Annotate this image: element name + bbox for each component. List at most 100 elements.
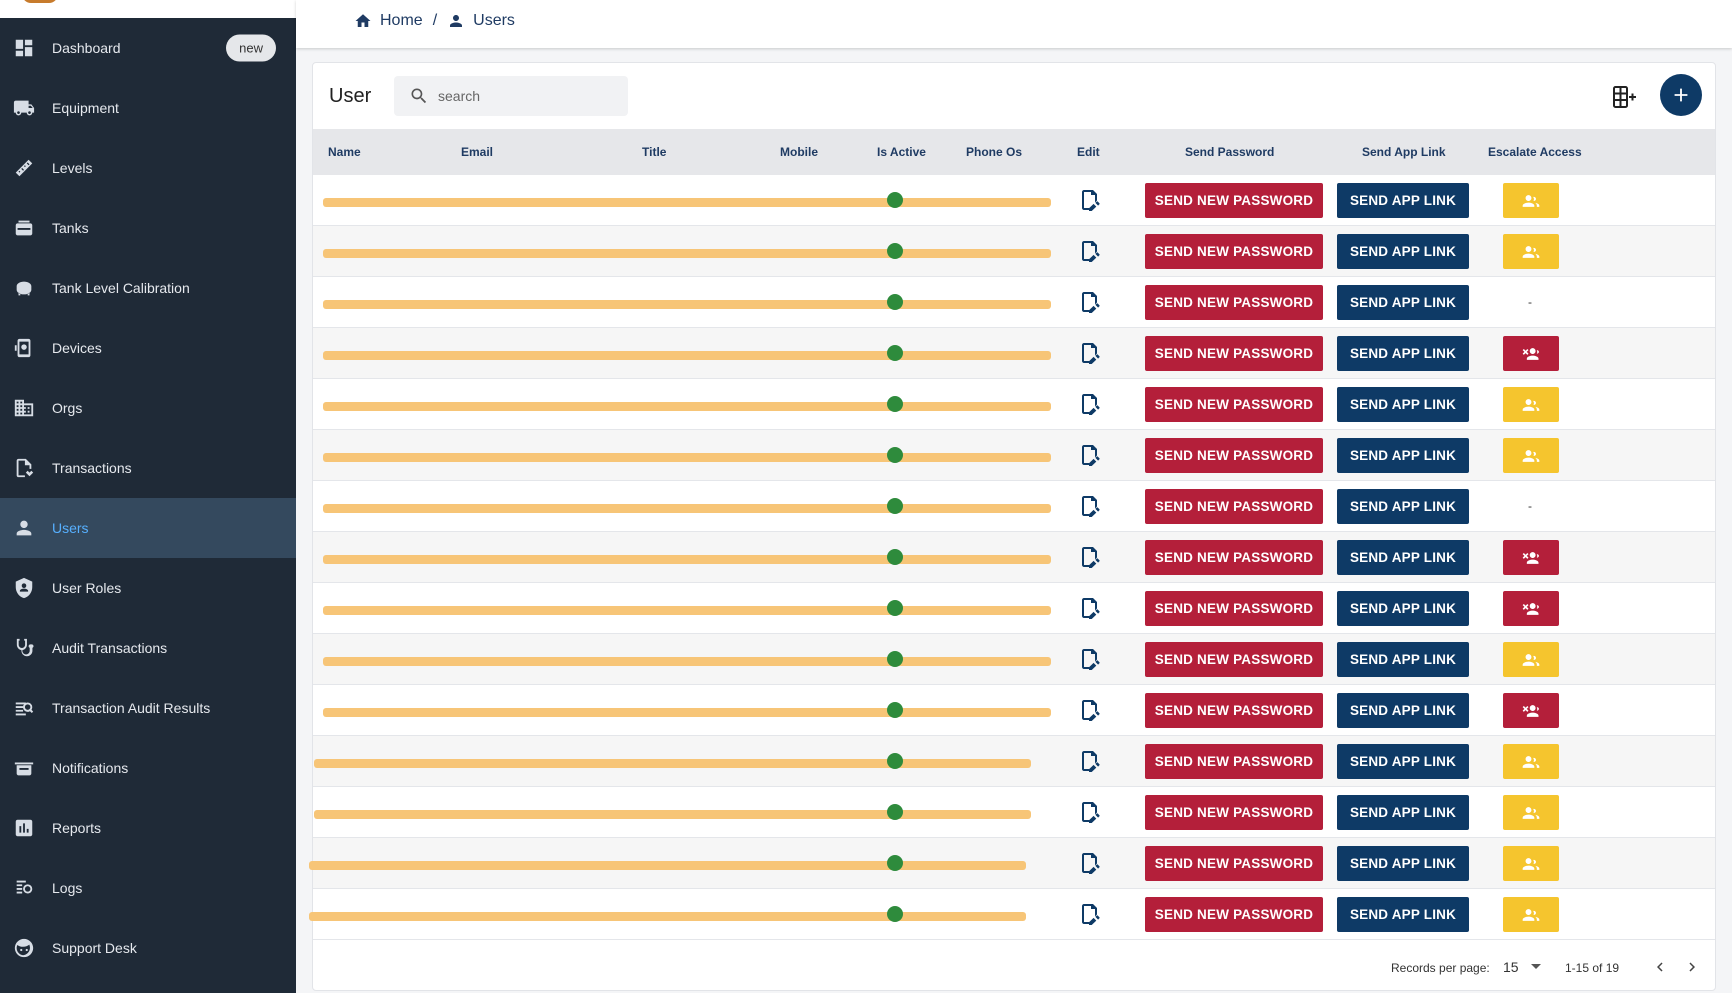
sidebar-item-reports[interactable]: Reports bbox=[0, 798, 296, 858]
sidebar-item-equipment[interactable]: Equipment bbox=[0, 78, 296, 138]
escalate-access-button[interactable] bbox=[1503, 795, 1559, 830]
escalate-access-button[interactable] bbox=[1503, 387, 1559, 422]
column-header-send-password[interactable]: Send Password bbox=[1185, 145, 1275, 159]
add-user-button[interactable] bbox=[1660, 74, 1702, 116]
column-header-mobile[interactable]: Mobile bbox=[780, 145, 818, 159]
sidebar-item-user-roles[interactable]: User Roles bbox=[0, 558, 296, 618]
send-new-password-button[interactable]: SEND NEW PASSWORD bbox=[1145, 795, 1323, 830]
escalate-access-button[interactable] bbox=[1503, 846, 1559, 881]
column-header-name[interactable]: Name bbox=[328, 145, 361, 159]
send-app-link-button[interactable]: SEND APP LINK bbox=[1337, 693, 1469, 728]
revoke-access-button[interactable] bbox=[1503, 540, 1559, 575]
send-app-link-button[interactable]: SEND APP LINK bbox=[1337, 795, 1469, 830]
redaction-bar bbox=[323, 198, 1051, 207]
edit-button[interactable] bbox=[1078, 290, 1102, 314]
sidebar-item-tanks[interactable]: Tanks bbox=[0, 198, 296, 258]
sidebar-item-levels[interactable]: Levels bbox=[0, 138, 296, 198]
send-new-password-button[interactable]: SEND NEW PASSWORD bbox=[1145, 234, 1323, 269]
edit-button[interactable] bbox=[1078, 239, 1102, 263]
send-new-password-button[interactable]: SEND NEW PASSWORD bbox=[1145, 642, 1323, 677]
column-header-escalate-access[interactable]: Escalate Access bbox=[1488, 145, 1582, 159]
sidebar-item-transaction-audit-results[interactable]: Transaction Audit Results bbox=[0, 678, 296, 738]
send-new-password-button[interactable]: SEND NEW PASSWORD bbox=[1145, 285, 1323, 320]
edit-button[interactable] bbox=[1078, 443, 1102, 467]
sidebar-item-users[interactable]: Users bbox=[0, 498, 296, 558]
column-header-send-app-link[interactable]: Send App Link bbox=[1362, 145, 1446, 159]
edit-button[interactable] bbox=[1078, 341, 1102, 365]
sidebar-item-notifications[interactable]: Notifications bbox=[0, 738, 296, 798]
escalate-access-button[interactable] bbox=[1503, 642, 1559, 677]
send-app-link-button[interactable]: SEND APP LINK bbox=[1337, 489, 1469, 524]
sidebar-item-dashboard[interactable]: Dashboard new bbox=[0, 18, 296, 78]
send-app-link-button[interactable]: SEND APP LINK bbox=[1337, 540, 1469, 575]
edit-button[interactable] bbox=[1078, 800, 1102, 824]
send-new-password-button[interactable]: SEND NEW PASSWORD bbox=[1145, 744, 1323, 779]
active-status-icon bbox=[887, 396, 903, 412]
column-header-is-active[interactable]: Is Active bbox=[877, 145, 926, 159]
edit-button[interactable] bbox=[1078, 545, 1102, 569]
escalate-access-button[interactable] bbox=[1503, 438, 1559, 473]
records-per-page-select[interactable]: 15 bbox=[1503, 959, 1519, 975]
sidebar-item-devices[interactable]: Devices bbox=[0, 318, 296, 378]
escalate-access-button[interactable] bbox=[1503, 183, 1559, 218]
send-app-link-button[interactable]: SEND APP LINK bbox=[1337, 897, 1469, 932]
edit-button[interactable] bbox=[1078, 749, 1102, 773]
sidebar-item-transactions[interactable]: Transactions bbox=[0, 438, 296, 498]
breadcrumb-home[interactable]: Home bbox=[380, 12, 423, 29]
column-header-email[interactable]: Email bbox=[461, 145, 494, 159]
escalate-access-button[interactable] bbox=[1503, 744, 1559, 779]
column-header-title[interactable]: Title bbox=[642, 145, 667, 159]
search-box[interactable] bbox=[394, 76, 628, 116]
send-app-link-button[interactable]: SEND APP LINK bbox=[1337, 336, 1469, 371]
send-app-link-button[interactable]: SEND APP LINK bbox=[1337, 591, 1469, 626]
send-new-password-button[interactable]: SEND NEW PASSWORD bbox=[1145, 489, 1323, 524]
send-new-password-button[interactable]: SEND NEW PASSWORD bbox=[1145, 591, 1323, 626]
column-header-phone-os[interactable]: Phone Os bbox=[966, 145, 1023, 159]
send-new-password-button[interactable]: SEND NEW PASSWORD bbox=[1145, 438, 1323, 473]
records-per-page-label: Records per page: bbox=[1391, 961, 1490, 975]
search-input[interactable] bbox=[438, 88, 618, 104]
escalate-access-button[interactable] bbox=[1503, 897, 1559, 932]
active-status-icon bbox=[887, 855, 903, 871]
stethoscope-icon bbox=[13, 637, 35, 659]
escalate-access-button[interactable] bbox=[1503, 234, 1559, 269]
send-app-link-button[interactable]: SEND APP LINK bbox=[1337, 642, 1469, 677]
send-app-link-button[interactable]: SEND APP LINK bbox=[1337, 387, 1469, 422]
edit-button[interactable] bbox=[1078, 647, 1102, 671]
sidebar-item-tank-level-calibration[interactable]: Tank Level Calibration bbox=[0, 258, 296, 318]
table-header: Name Email Title Mobile Is Active Phone Os Edi… bbox=[313, 129, 1715, 175]
prev-page-button[interactable] bbox=[1648, 955, 1672, 979]
revoke-access-button[interactable] bbox=[1503, 591, 1559, 626]
next-page-button[interactable] bbox=[1680, 955, 1704, 979]
send-app-link-button[interactable]: SEND APP LINK bbox=[1337, 234, 1469, 269]
send-new-password-button[interactable]: SEND NEW PASSWORD bbox=[1145, 846, 1323, 881]
send-new-password-button[interactable]: SEND NEW PASSWORD bbox=[1145, 183, 1323, 218]
send-new-password-button[interactable]: SEND NEW PASSWORD bbox=[1145, 897, 1323, 932]
send-app-link-button[interactable]: SEND APP LINK bbox=[1337, 846, 1469, 881]
edit-button[interactable] bbox=[1078, 494, 1102, 518]
edit-button[interactable] bbox=[1078, 596, 1102, 620]
edit-button[interactable] bbox=[1078, 902, 1102, 926]
edit-button[interactable] bbox=[1078, 392, 1102, 416]
edit-button[interactable] bbox=[1078, 851, 1102, 875]
send-app-link-button[interactable]: SEND APP LINK bbox=[1337, 438, 1469, 473]
send-new-password-button[interactable]: SEND NEW PASSWORD bbox=[1145, 693, 1323, 728]
revoke-access-button[interactable] bbox=[1503, 336, 1559, 371]
sidebar-item-orgs[interactable]: Orgs bbox=[0, 378, 296, 438]
send-new-password-button[interactable]: SEND NEW PASSWORD bbox=[1145, 540, 1323, 575]
chevron-down-icon[interactable] bbox=[1531, 964, 1541, 969]
send-app-link-button[interactable]: SEND APP LINK bbox=[1337, 744, 1469, 779]
send-new-password-button[interactable]: SEND NEW PASSWORD bbox=[1145, 387, 1323, 422]
send-app-link-button[interactable]: SEND APP LINK bbox=[1337, 285, 1469, 320]
export-button[interactable] bbox=[1609, 82, 1639, 112]
revoke-access-button[interactable] bbox=[1503, 693, 1559, 728]
sidebar-item-logs[interactable]: Logs bbox=[0, 858, 296, 918]
edit-button[interactable] bbox=[1078, 698, 1102, 722]
send-new-password-button[interactable]: SEND NEW PASSWORD bbox=[1145, 336, 1323, 371]
edit-button[interactable] bbox=[1078, 188, 1102, 212]
sidebar-item-support-desk[interactable]: Support Desk bbox=[0, 918, 296, 978]
sidebar-item-audit-transactions[interactable]: Audit Transactions bbox=[0, 618, 296, 678]
column-header-edit[interactable]: Edit bbox=[1077, 145, 1100, 159]
home-icon[interactable] bbox=[354, 12, 372, 30]
send-app-link-button[interactable]: SEND APP LINK bbox=[1337, 183, 1469, 218]
